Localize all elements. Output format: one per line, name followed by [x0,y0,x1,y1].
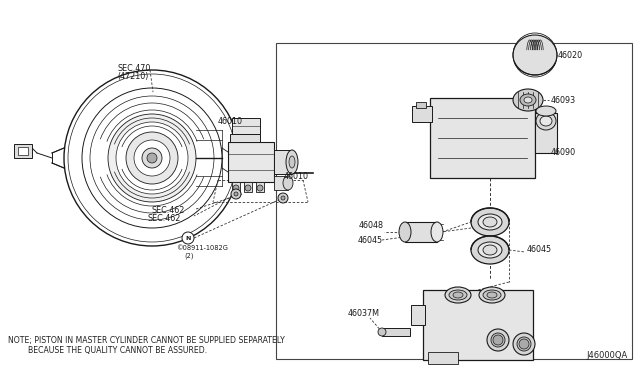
Text: 46090: 46090 [551,148,576,157]
Circle shape [257,185,263,191]
Ellipse shape [289,156,295,168]
Ellipse shape [487,292,497,298]
Bar [18,147,28,155]
Ellipse shape [536,106,556,116]
Text: SEC.462: SEC.462 [152,205,186,215]
Circle shape [233,185,239,191]
Circle shape [245,185,251,191]
Bar [230,134,260,142]
Bar [416,102,426,108]
Ellipse shape [524,97,532,103]
Text: SEC.462: SEC.462 [148,214,181,222]
Bar [535,113,557,153]
Text: NOTE; PISTON IN MASTER CYLINDER CANNOT BE SUPPLIED SEPARATELY: NOTE; PISTON IN MASTER CYLINDER CANNOT B… [8,336,285,344]
Ellipse shape [483,245,497,255]
Text: 46037M: 46037M [348,308,380,317]
Circle shape [126,132,178,184]
Ellipse shape [478,242,502,258]
Circle shape [147,153,157,163]
Text: ©08911-1082G: ©08911-1082G [176,245,228,251]
Ellipse shape [453,292,463,298]
Circle shape [281,196,285,200]
Text: 46020: 46020 [558,51,583,60]
Text: (2): (2) [184,253,193,259]
Circle shape [64,70,240,246]
Circle shape [278,193,288,203]
Ellipse shape [491,333,505,347]
Bar [256,182,264,192]
Ellipse shape [471,208,509,236]
Ellipse shape [513,333,535,355]
Bar [405,222,437,242]
Ellipse shape [471,236,509,264]
Text: 46010: 46010 [218,116,243,125]
Circle shape [234,192,238,196]
Bar [232,118,260,134]
Circle shape [90,96,214,220]
Ellipse shape [283,176,293,190]
Ellipse shape [483,217,497,227]
Ellipse shape [517,337,531,351]
Bar [274,176,288,190]
Circle shape [134,140,170,176]
Circle shape [82,88,222,228]
Bar [411,305,425,325]
Text: J46000QA: J46000QA [587,352,628,360]
Text: 46045: 46045 [358,235,383,244]
Text: 46010: 46010 [284,171,309,180]
Bar [244,182,252,192]
Bar [276,43,632,359]
Circle shape [116,122,188,194]
Bar [428,352,458,364]
Bar [14,144,32,158]
Bar [232,182,240,192]
Circle shape [68,74,236,242]
Ellipse shape [483,290,501,300]
Ellipse shape [478,214,502,230]
Text: N: N [186,235,191,241]
Bar [430,98,535,178]
Circle shape [438,353,448,363]
Bar [228,142,274,182]
Circle shape [182,232,194,244]
Circle shape [142,148,162,168]
Circle shape [231,189,241,199]
Bar [423,290,533,360]
Ellipse shape [536,112,556,130]
Bar [233,128,241,134]
Ellipse shape [487,329,509,351]
Bar [382,328,410,336]
Text: (47210): (47210) [117,71,148,80]
Ellipse shape [449,290,467,300]
Ellipse shape [431,222,443,242]
Ellipse shape [520,94,536,106]
Ellipse shape [479,287,505,303]
Ellipse shape [399,222,411,242]
Circle shape [108,114,196,202]
Text: BECAUSE THE QUALITY CANNOT BE ASSURED.: BECAUSE THE QUALITY CANNOT BE ASSURED. [8,346,207,355]
Bar [274,150,292,174]
Ellipse shape [513,89,543,111]
Text: 46045: 46045 [527,244,552,253]
Ellipse shape [445,287,471,303]
Text: 46093: 46093 [551,96,576,105]
Circle shape [519,339,529,349]
Circle shape [413,310,423,320]
Ellipse shape [513,35,557,75]
Circle shape [493,335,503,345]
Ellipse shape [540,116,552,126]
Bar [412,106,432,122]
Text: SEC.470: SEC.470 [117,64,150,73]
Ellipse shape [378,328,386,336]
Ellipse shape [286,150,298,174]
Text: 46048: 46048 [359,221,384,230]
